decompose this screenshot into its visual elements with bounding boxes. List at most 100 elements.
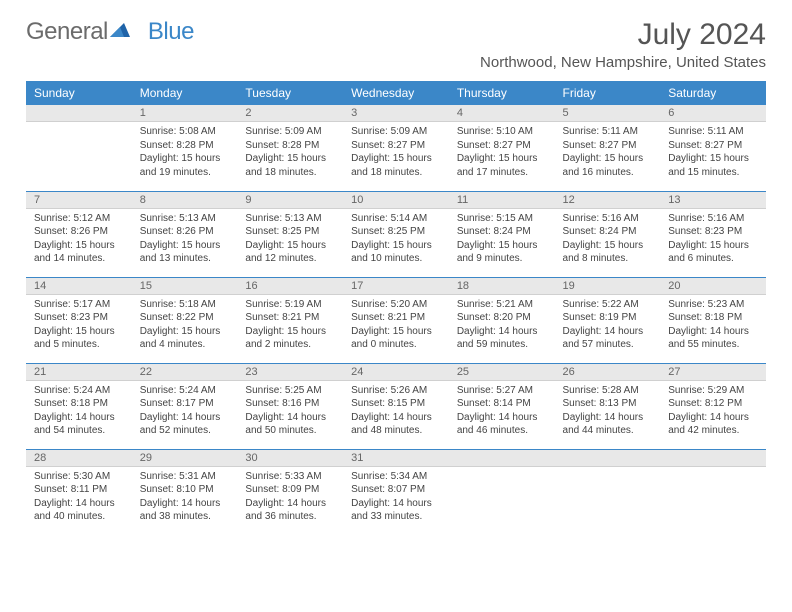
daylight-line: Daylight: 14 hours and 44 minutes.: [563, 411, 653, 438]
daylight-line: Daylight: 15 hours and 18 minutes.: [245, 152, 335, 179]
calendar-cell: 20Sunrise: 5:23 AMSunset: 8:18 PMDayligh…: [660, 277, 766, 363]
day-number: 19: [555, 278, 661, 295]
sunset-line: Sunset: 8:23 PM: [34, 311, 124, 325]
calendar-cell: [26, 105, 132, 191]
day-number: 8: [132, 192, 238, 209]
sunset-line: Sunset: 8:12 PM: [668, 397, 758, 411]
sunset-line: Sunset: 8:10 PM: [140, 483, 230, 497]
calendar-cell: 28Sunrise: 5:30 AMSunset: 8:11 PMDayligh…: [26, 449, 132, 535]
day-details: Sunrise: 5:16 AMSunset: 8:24 PMDaylight:…: [555, 209, 661, 270]
sunrise-line: Sunrise: 5:11 AM: [668, 125, 758, 139]
day-details: Sunrise: 5:09 AMSunset: 8:27 PMDaylight:…: [343, 122, 449, 183]
empty-day-header: [660, 450, 766, 467]
day-details: Sunrise: 5:25 AMSunset: 8:16 PMDaylight:…: [237, 381, 343, 442]
sunrise-line: Sunrise: 5:16 AM: [563, 212, 653, 226]
sunset-line: Sunset: 8:19 PM: [563, 311, 653, 325]
day-number: 18: [449, 278, 555, 295]
sunrise-line: Sunrise: 5:18 AM: [140, 298, 230, 312]
calendar-cell: 11Sunrise: 5:15 AMSunset: 8:24 PMDayligh…: [449, 191, 555, 277]
daylight-line: Daylight: 15 hours and 17 minutes.: [457, 152, 547, 179]
day-number: 15: [132, 278, 238, 295]
sunrise-line: Sunrise: 5:33 AM: [245, 470, 335, 484]
sunrise-line: Sunrise: 5:26 AM: [351, 384, 441, 398]
daylight-line: Daylight: 14 hours and 40 minutes.: [34, 497, 124, 524]
calendar-cell: 21Sunrise: 5:24 AMSunset: 8:18 PMDayligh…: [26, 363, 132, 449]
day-details: Sunrise: 5:13 AMSunset: 8:25 PMDaylight:…: [237, 209, 343, 270]
calendar-cell: 29Sunrise: 5:31 AMSunset: 8:10 PMDayligh…: [132, 449, 238, 535]
daylight-line: Daylight: 14 hours and 55 minutes.: [668, 325, 758, 352]
day-number: 27: [660, 364, 766, 381]
day-details: Sunrise: 5:19 AMSunset: 8:21 PMDaylight:…: [237, 295, 343, 356]
sunrise-line: Sunrise: 5:22 AM: [563, 298, 653, 312]
calendar-row: 28Sunrise: 5:30 AMSunset: 8:11 PMDayligh…: [26, 449, 766, 535]
calendar-cell: 6Sunrise: 5:11 AMSunset: 8:27 PMDaylight…: [660, 105, 766, 191]
day-number: 5: [555, 105, 661, 122]
sunset-line: Sunset: 8:27 PM: [351, 139, 441, 153]
sunset-line: Sunset: 8:21 PM: [245, 311, 335, 325]
day-number: 7: [26, 192, 132, 209]
sunset-line: Sunset: 8:28 PM: [140, 139, 230, 153]
sunrise-line: Sunrise: 5:15 AM: [457, 212, 547, 226]
daylight-line: Daylight: 14 hours and 50 minutes.: [245, 411, 335, 438]
sunrise-line: Sunrise: 5:28 AM: [563, 384, 653, 398]
daylight-line: Daylight: 14 hours and 46 minutes.: [457, 411, 547, 438]
logo: General Blue: [26, 18, 194, 46]
day-number: 30: [237, 450, 343, 467]
daylight-line: Daylight: 14 hours and 52 minutes.: [140, 411, 230, 438]
daylight-line: Daylight: 15 hours and 18 minutes.: [351, 152, 441, 179]
calendar-cell: 22Sunrise: 5:24 AMSunset: 8:17 PMDayligh…: [132, 363, 238, 449]
sunset-line: Sunset: 8:28 PM: [245, 139, 335, 153]
daylight-line: Daylight: 14 hours and 38 minutes.: [140, 497, 230, 524]
sunset-line: Sunset: 8:23 PM: [668, 225, 758, 239]
sunrise-line: Sunrise: 5:16 AM: [668, 212, 758, 226]
sunset-line: Sunset: 8:16 PM: [245, 397, 335, 411]
day-number: 25: [449, 364, 555, 381]
daylight-line: Daylight: 15 hours and 14 minutes.: [34, 239, 124, 266]
calendar-table: Sunday Monday Tuesday Wednesday Thursday…: [26, 81, 766, 535]
sunrise-line: Sunrise: 5:21 AM: [457, 298, 547, 312]
day-details: Sunrise: 5:23 AMSunset: 8:18 PMDaylight:…: [660, 295, 766, 356]
day-details: Sunrise: 5:27 AMSunset: 8:14 PMDaylight:…: [449, 381, 555, 442]
daylight-line: Daylight: 14 hours and 36 minutes.: [245, 497, 335, 524]
day-details: Sunrise: 5:31 AMSunset: 8:10 PMDaylight:…: [132, 467, 238, 528]
daylight-line: Daylight: 14 hours and 54 minutes.: [34, 411, 124, 438]
day-details: Sunrise: 5:28 AMSunset: 8:13 PMDaylight:…: [555, 381, 661, 442]
empty-day-header: [555, 450, 661, 467]
day-number: 22: [132, 364, 238, 381]
calendar-cell: 3Sunrise: 5:09 AMSunset: 8:27 PMDaylight…: [343, 105, 449, 191]
sunrise-line: Sunrise: 5:09 AM: [351, 125, 441, 139]
daylight-line: Daylight: 14 hours and 42 minutes.: [668, 411, 758, 438]
day-number: 16: [237, 278, 343, 295]
weekday-wed: Wednesday: [343, 81, 449, 105]
daylight-line: Daylight: 15 hours and 8 minutes.: [563, 239, 653, 266]
sunrise-line: Sunrise: 5:13 AM: [140, 212, 230, 226]
day-number: 29: [132, 450, 238, 467]
sunset-line: Sunset: 8:24 PM: [457, 225, 547, 239]
calendar-cell: 14Sunrise: 5:17 AMSunset: 8:23 PMDayligh…: [26, 277, 132, 363]
calendar-cell: 19Sunrise: 5:22 AMSunset: 8:19 PMDayligh…: [555, 277, 661, 363]
day-number: 10: [343, 192, 449, 209]
day-number: 26: [555, 364, 661, 381]
sunset-line: Sunset: 8:27 PM: [563, 139, 653, 153]
daylight-line: Daylight: 15 hours and 0 minutes.: [351, 325, 441, 352]
day-details: Sunrise: 5:22 AMSunset: 8:19 PMDaylight:…: [555, 295, 661, 356]
logo-triangle-icon: [110, 18, 130, 46]
day-details: Sunrise: 5:08 AMSunset: 8:28 PMDaylight:…: [132, 122, 238, 183]
sunrise-line: Sunrise: 5:30 AM: [34, 470, 124, 484]
sunset-line: Sunset: 8:26 PM: [34, 225, 124, 239]
day-number: 2: [237, 105, 343, 122]
logo-text-blue: Blue: [148, 18, 194, 46]
day-details: Sunrise: 5:21 AMSunset: 8:20 PMDaylight:…: [449, 295, 555, 356]
day-number: 4: [449, 105, 555, 122]
calendar-cell: 17Sunrise: 5:20 AMSunset: 8:21 PMDayligh…: [343, 277, 449, 363]
day-details: Sunrise: 5:33 AMSunset: 8:09 PMDaylight:…: [237, 467, 343, 528]
day-details: Sunrise: 5:20 AMSunset: 8:21 PMDaylight:…: [343, 295, 449, 356]
day-details: Sunrise: 5:15 AMSunset: 8:24 PMDaylight:…: [449, 209, 555, 270]
day-number: 14: [26, 278, 132, 295]
daylight-line: Daylight: 15 hours and 5 minutes.: [34, 325, 124, 352]
sunrise-line: Sunrise: 5:31 AM: [140, 470, 230, 484]
header: General Blue July 2024 Northwood, New Ha…: [26, 18, 766, 71]
weekday-header-row: Sunday Monday Tuesday Wednesday Thursday…: [26, 81, 766, 105]
sunrise-line: Sunrise: 5:11 AM: [563, 125, 653, 139]
day-number: 11: [449, 192, 555, 209]
